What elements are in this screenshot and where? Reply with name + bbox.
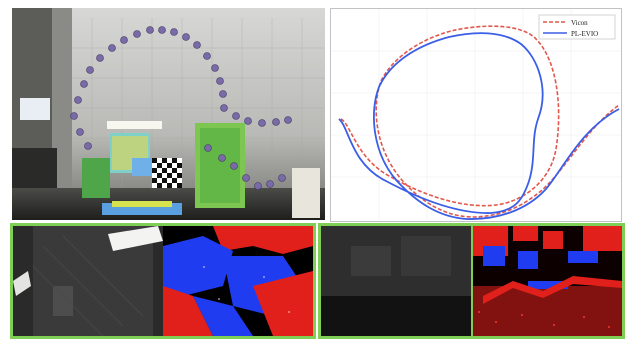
checkerboard [152, 158, 182, 188]
plevio-trajectory [338, 32, 620, 220]
light-glare [108, 226, 163, 251]
lab-photo-image [12, 8, 325, 220]
plot-legend: Vicon PL-EVIO [538, 14, 616, 40]
grayscale-frame-left [13, 226, 163, 336]
lab-photo [12, 8, 325, 220]
bottom-left-panel-group [10, 223, 316, 339]
vicon-trajectory [340, 25, 620, 218]
bottom-right-panel-group [318, 223, 625, 339]
trajectory-plot: Vicon PL-EVIO [330, 8, 622, 222]
legend-plevio-label: PL-EVIO [571, 30, 598, 38]
legend-vicon-label: Vicon [571, 19, 588, 27]
event-frame-left [163, 226, 313, 336]
event-frame-right [473, 226, 622, 336]
grayscale-frame-right [321, 226, 471, 336]
quadrotor-trail [70, 26, 292, 190]
trajectory-plot-svg: Vicon PL-EVIO [331, 9, 621, 221]
